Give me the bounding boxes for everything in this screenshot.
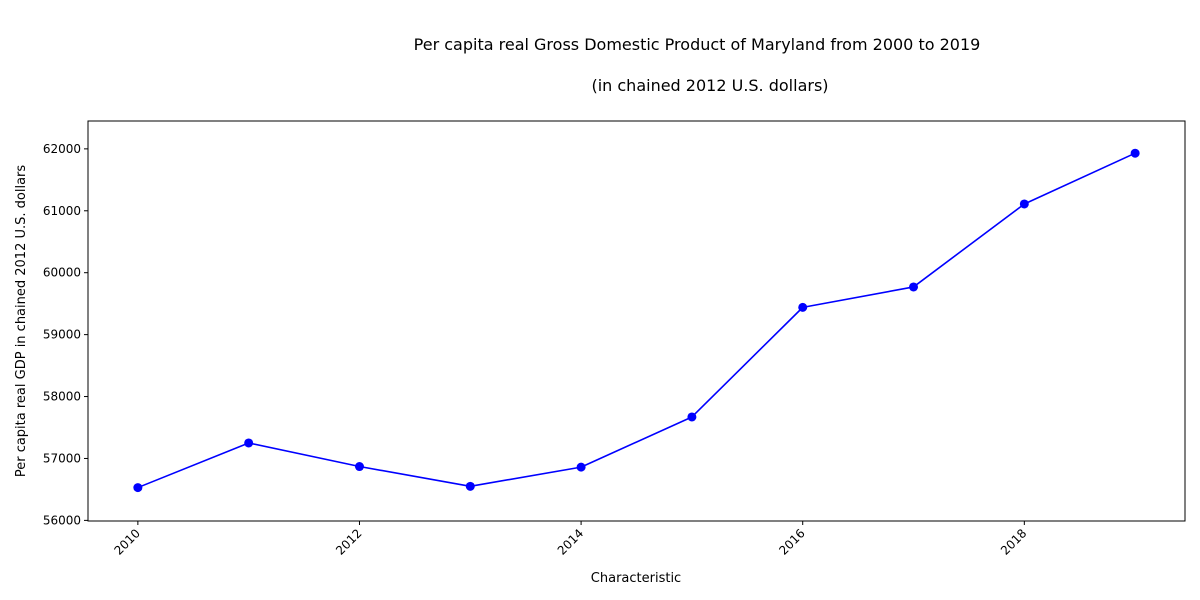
data-point bbox=[687, 412, 697, 422]
data-point bbox=[354, 462, 364, 472]
x-axis: 2010 2012 2014 2016 2018 bbox=[111, 521, 1029, 558]
y-tick-label: 57000 bbox=[43, 451, 81, 465]
y-tick-label: 62000 bbox=[43, 142, 81, 156]
data-point bbox=[465, 481, 475, 491]
y-tick-label: 59000 bbox=[43, 328, 81, 342]
x-tick-label: 2016 bbox=[776, 526, 807, 557]
x-tick-label: 2014 bbox=[555, 526, 586, 557]
y-tick-label: 58000 bbox=[43, 390, 81, 404]
series-line bbox=[137, 152, 1136, 489]
series-group bbox=[133, 148, 1140, 493]
y-axis-label: Per capita real GDP in chained 2012 U.S.… bbox=[14, 165, 29, 478]
data-point bbox=[576, 462, 586, 472]
data-point bbox=[244, 438, 254, 448]
y-tick-label: 61000 bbox=[43, 204, 81, 218]
x-tick-label: 2012 bbox=[333, 526, 364, 557]
y-axis: 56000 57000 58000 59000 60000 61000 62000 bbox=[43, 142, 88, 527]
data-point bbox=[133, 483, 143, 493]
x-tick-label: 2018 bbox=[998, 526, 1029, 557]
plot-area: 56000 57000 58000 59000 60000 61000 62000 2010… bbox=[43, 120, 1186, 558]
plot-frame bbox=[87, 120, 1186, 522]
x-axis-label: Characteristic bbox=[591, 571, 681, 586]
y-tick-label: 56000 bbox=[43, 513, 81, 527]
data-point bbox=[798, 302, 808, 312]
data-point bbox=[1019, 199, 1029, 209]
x-tick-label: 2010 bbox=[111, 526, 142, 557]
data-point bbox=[1130, 148, 1140, 158]
data-point bbox=[909, 282, 919, 292]
chart-subtitle: (in chained 2012 U.S. dollars) bbox=[591, 76, 828, 95]
chart-title: Per capita real Gross Domestic Product o… bbox=[414, 35, 981, 54]
y-tick-label: 60000 bbox=[43, 266, 81, 280]
